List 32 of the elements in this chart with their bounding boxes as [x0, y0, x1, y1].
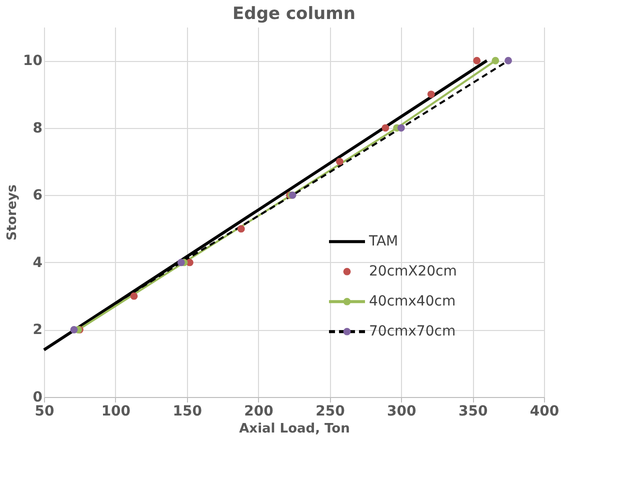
chart-title: Edge column: [232, 4, 356, 24]
point: [130, 292, 138, 300]
legend-label: 20cmX20cm: [369, 264, 457, 280]
y-tick-label: 2: [32, 322, 42, 338]
x-tick-label: 300: [387, 404, 417, 420]
point: [427, 90, 435, 98]
legend-label: TAM: [368, 234, 398, 250]
y-tick-label: 10: [23, 53, 43, 70]
x-tick-label: 200: [244, 404, 274, 420]
y-tick-label: 8: [32, 120, 42, 136]
y-tick-label: 6: [32, 188, 42, 204]
x-tick-label: 400: [530, 404, 560, 420]
y-tick-label: 0: [32, 390, 43, 406]
x-tick-label: 350: [458, 404, 488, 420]
point: [504, 56, 512, 64]
x-axis-title: Axial Load, Ton: [239, 422, 350, 436]
point: [382, 124, 390, 132]
point: [473, 56, 481, 64]
point: [237, 225, 245, 233]
point: [397, 124, 405, 132]
point: [336, 158, 344, 166]
point: [70, 326, 78, 334]
x-tick-label: 250: [316, 404, 346, 420]
x-tick-label: 150: [172, 404, 202, 420]
y-tick-label: 4: [32, 254, 43, 271]
x-tick-label: 100: [101, 404, 131, 420]
point: [177, 258, 185, 266]
y-axis-title: Storeys: [5, 184, 20, 240]
point: [492, 56, 500, 64]
legend-label: 70cmx70cm: [369, 324, 456, 340]
x-tick-label: 50: [34, 404, 54, 420]
legend-label: 40cmx40cm: [369, 294, 456, 310]
